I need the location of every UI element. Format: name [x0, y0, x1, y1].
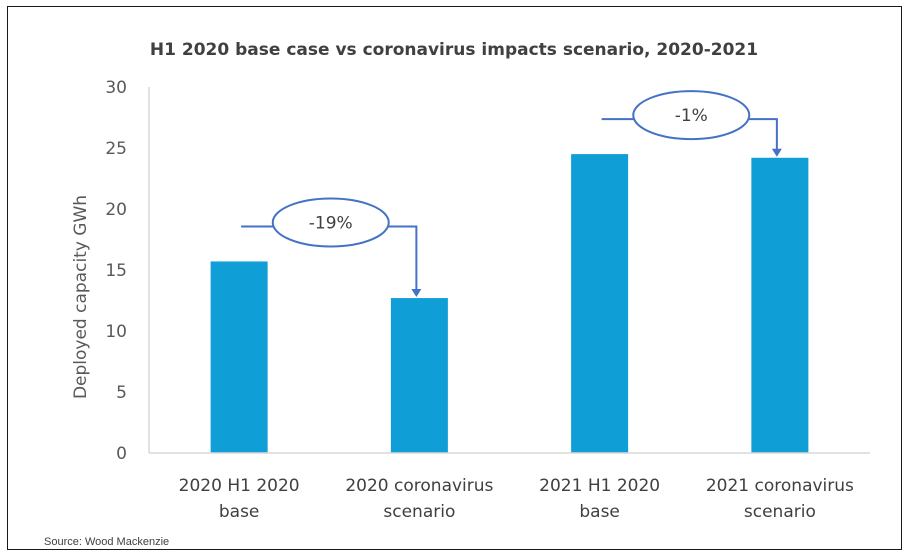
- category-label: 2021 H1 2020: [539, 476, 660, 496]
- category-labels: 2020 H1 2020 base 2020 coronavirus scenario…: [179, 476, 854, 522]
- bar: [571, 154, 629, 453]
- y-tick-label: 0: [116, 444, 127, 464]
- bar: [751, 157, 809, 453]
- category-label: 2021 coronavirus: [706, 476, 854, 496]
- chart: H1 2020 base case vs coronavirus impacts…: [44, 40, 870, 548]
- arrow-head: [411, 289, 422, 298]
- change-callout: [632, 90, 751, 141]
- bars: [210, 154, 809, 453]
- category-label: base: [219, 502, 260, 522]
- y-tick-label: 20: [105, 200, 127, 220]
- category-label: 2020 coronavirus: [345, 476, 493, 496]
- y-tick-label: 25: [105, 139, 127, 159]
- category-label: scenario: [383, 502, 455, 522]
- change-label: -1%: [675, 106, 708, 126]
- y-tick-label: 15: [105, 261, 127, 281]
- annotations: -19% -1%: [241, 90, 782, 298]
- change-label: -19%: [309, 213, 353, 233]
- bar: [210, 261, 268, 453]
- category-label: scenario: [744, 502, 816, 522]
- change-callout: [271, 197, 390, 248]
- arrow-head: [771, 148, 782, 157]
- bar: [390, 298, 448, 453]
- y-axis-label: Deployed capacity GWh: [71, 195, 91, 399]
- category-label: 2020 H1 2020: [179, 476, 300, 496]
- category-label: base: [579, 502, 620, 522]
- chart-frame: H1 2020 base case vs coronavirus impacts…: [7, 6, 902, 550]
- y-tick-label: 10: [105, 322, 127, 342]
- y-tick-label: 5: [116, 383, 127, 403]
- chart-title: H1 2020 base case vs coronavirus impacts…: [150, 40, 758, 60]
- source-note: Source: Wood Mackenzie: [44, 536, 169, 548]
- y-tick-label: 30: [105, 78, 127, 98]
- y-axis: 0 5 10 15 20 25 30: [105, 78, 150, 464]
